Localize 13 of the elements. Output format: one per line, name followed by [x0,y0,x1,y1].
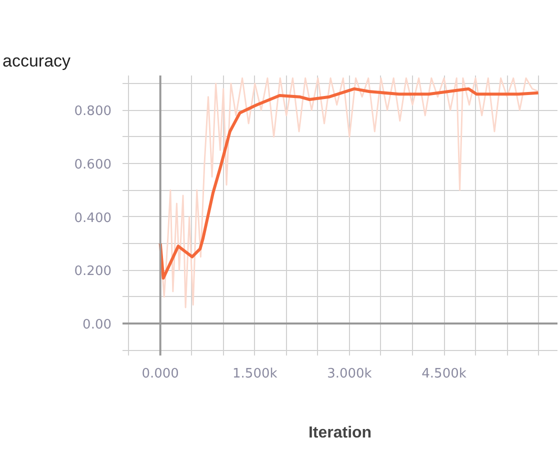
x-tick-label: 0.000 [142,366,179,382]
y-tick-label: 0.200 [74,264,112,280]
y-tick-label: 0.800 [74,104,112,120]
x-tick-label: 4.500k [422,366,467,382]
x-tick-label: 1.500k [232,366,278,382]
y-tick-label: 0.00 [82,318,112,332]
y-tick-label: 0.400 [74,210,112,226]
chart-title: accuracy [2,52,72,70]
x-tick-label: 3.000k [327,366,372,382]
line-series [158,87,540,280]
y-tick-label: 0.600 [74,158,112,172]
x-axis-title: Iteration [308,424,372,442]
line-series [160,77,540,308]
